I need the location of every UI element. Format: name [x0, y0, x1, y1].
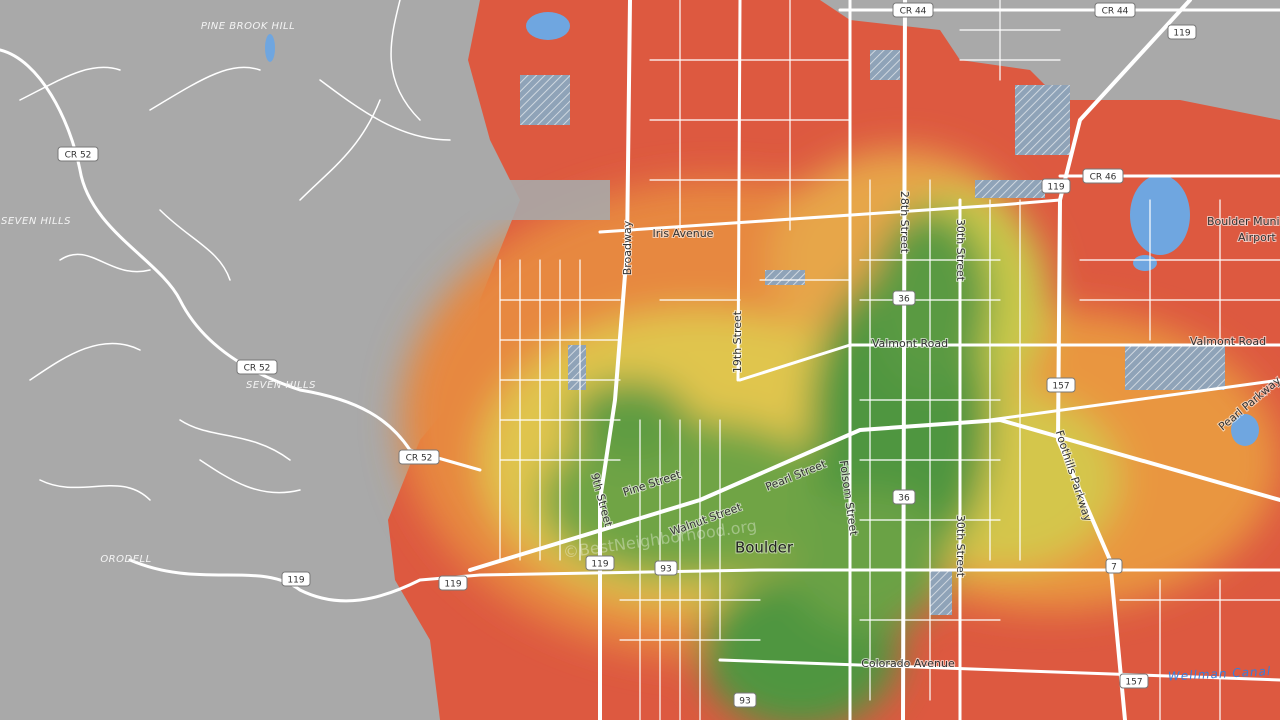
shield: [1082, 168, 1124, 184]
shield-label: CR 52: [406, 454, 433, 464]
shield: [892, 290, 916, 306]
shield: [1094, 2, 1136, 18]
shield: [236, 359, 278, 375]
shield: [57, 146, 99, 162]
shield: [892, 2, 934, 18]
shield-label: 119: [444, 580, 461, 590]
shield-label: 36: [898, 295, 910, 305]
shield: [1046, 377, 1076, 393]
water: [265, 12, 1259, 446]
shield-label: 157: [1052, 382, 1069, 392]
airport-label: Boulder Muni: [1207, 215, 1280, 228]
shield-label: CR 52: [244, 364, 271, 374]
place-label: SEVEN HILLS: [246, 380, 316, 391]
shield-label: 36: [898, 494, 910, 504]
shield: [398, 449, 440, 465]
shield-label: CR 44: [1102, 7, 1129, 17]
street-label: Broadway: [621, 220, 634, 275]
shield: [1105, 558, 1123, 574]
shields: CR 44 CR 44 119 CR 46 119 CR 52 CR 52 CR 52 36 15…: [57, 2, 1197, 708]
street-label: 19th Street: [731, 310, 744, 373]
water-label: Wellman Canal: [1168, 664, 1272, 683]
shield-label: CR 46: [1090, 173, 1117, 183]
shield-label: 119: [591, 560, 608, 570]
airport-label: Airport: [1238, 231, 1276, 244]
shield: [654, 560, 678, 576]
shield-label: 119: [287, 576, 304, 586]
shield: [1167, 24, 1197, 40]
shield-label: CR 52: [65, 151, 92, 161]
shield-label: 7: [1111, 563, 1117, 573]
place-label: SEVEN HILLS: [1, 216, 71, 227]
city-label: Boulder: [735, 539, 794, 557]
shield: [438, 575, 468, 591]
shield-label: 93: [739, 697, 750, 707]
shield: [892, 489, 916, 505]
street-label: Valmont Road: [1190, 335, 1266, 348]
street-label: Iris Avenue: [653, 227, 714, 240]
shield: [281, 571, 311, 587]
shield-label: 157: [1125, 678, 1142, 688]
street-label: 30th Street: [954, 219, 967, 282]
shield-label: CR 44: [900, 7, 927, 17]
shield: [585, 555, 615, 571]
shield-label: 93: [660, 565, 671, 575]
street-label: 28th Street: [898, 191, 911, 254]
parks: [520, 50, 1225, 615]
shield: [1119, 673, 1149, 689]
street-label: Colorado Avenue: [861, 657, 955, 670]
shield-label: 119: [1047, 183, 1064, 193]
place-label: ORODELL: [100, 554, 151, 565]
shield-label: 119: [1173, 29, 1190, 39]
place-label: PINE BROOK HILL: [201, 21, 295, 32]
street-label: Valmont Road: [872, 337, 948, 350]
shield: [1041, 178, 1071, 194]
street-label: 30th Street: [954, 515, 967, 578]
shield: [733, 692, 757, 708]
